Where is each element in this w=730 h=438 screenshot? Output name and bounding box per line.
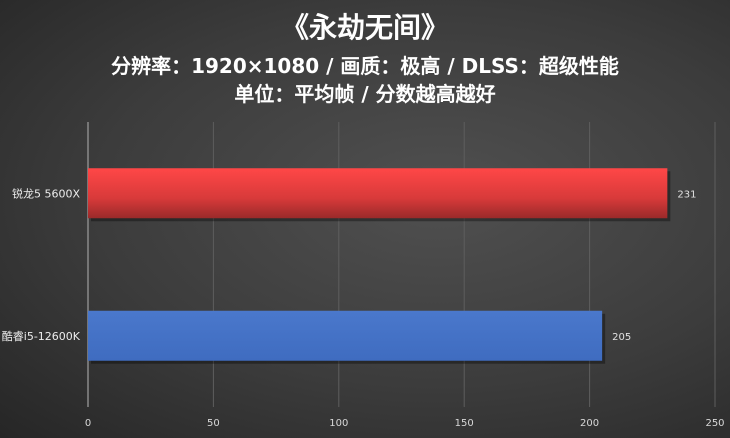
bar bbox=[88, 168, 668, 219]
chart-subtitle: 分辨率：1920×1080 / 画质：极高 / DLSS：超级性能 bbox=[111, 54, 619, 78]
category-label: 酷睿i5-12600K bbox=[2, 329, 81, 343]
bar bbox=[88, 310, 603, 361]
data-label: 205 bbox=[612, 332, 631, 343]
x-tick-label: 150 bbox=[455, 418, 474, 429]
category-label: 锐龙5 5600X bbox=[12, 186, 80, 200]
x-tick-label: 100 bbox=[329, 418, 348, 429]
x-tick-label: 0 bbox=[85, 418, 91, 429]
data-label: 231 bbox=[677, 189, 696, 200]
chart-title: 《永劫无间》 bbox=[280, 11, 449, 44]
chart-subtitle-units: 单位：平均帧 / 分数越高越好 bbox=[234, 82, 496, 106]
x-tick-label: 200 bbox=[580, 418, 599, 429]
x-tick-label: 250 bbox=[705, 418, 724, 429]
x-tick-label: 50 bbox=[207, 418, 220, 429]
